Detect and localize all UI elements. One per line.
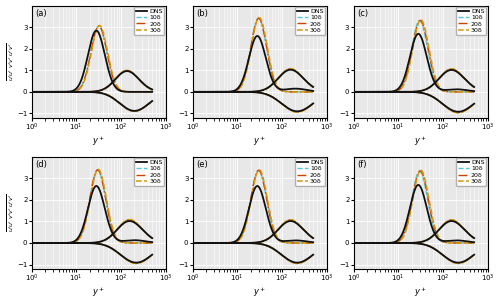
Text: (a): (a) <box>36 9 48 18</box>
Legend: DNS, 10δ, 20δ, 30δ: DNS, 10δ, 20δ, 30δ <box>295 7 326 35</box>
Text: (c): (c) <box>358 9 368 18</box>
X-axis label: $y^+$: $y^+$ <box>414 286 427 300</box>
Text: (f): (f) <box>358 160 367 169</box>
Text: (b): (b) <box>196 9 208 18</box>
X-axis label: $y^+$: $y^+$ <box>253 135 266 148</box>
Y-axis label: $\overline{u'u'}\ \overline{v'v'}\ \overline{u'v'}$: $\overline{u'u'}\ \overline{v'v'}\ \over… <box>6 42 16 81</box>
X-axis label: $y^+$: $y^+$ <box>414 135 427 148</box>
Text: (d): (d) <box>36 160 48 169</box>
X-axis label: $y^+$: $y^+$ <box>92 286 105 300</box>
Text: (e): (e) <box>196 160 208 169</box>
Legend: DNS, 10δ, 20δ, 30δ: DNS, 10δ, 20δ, 30δ <box>295 158 326 186</box>
Legend: DNS, 10δ, 20δ, 30δ: DNS, 10δ, 20δ, 30δ <box>134 158 164 186</box>
Legend: DNS, 10δ, 20δ, 30δ: DNS, 10δ, 20δ, 30δ <box>456 7 486 35</box>
Y-axis label: $\overline{u'u'}\ \overline{v'v'}\ \overline{u'v'}$: $\overline{u'u'}\ \overline{v'v'}\ \over… <box>6 193 16 232</box>
X-axis label: $y^+$: $y^+$ <box>92 135 105 148</box>
Legend: DNS, 10δ, 20δ, 30δ: DNS, 10δ, 20δ, 30δ <box>456 158 486 186</box>
X-axis label: $y^+$: $y^+$ <box>253 286 266 300</box>
Legend: DNS, 10δ, 20δ, 30δ: DNS, 10δ, 20δ, 30δ <box>134 7 164 35</box>
